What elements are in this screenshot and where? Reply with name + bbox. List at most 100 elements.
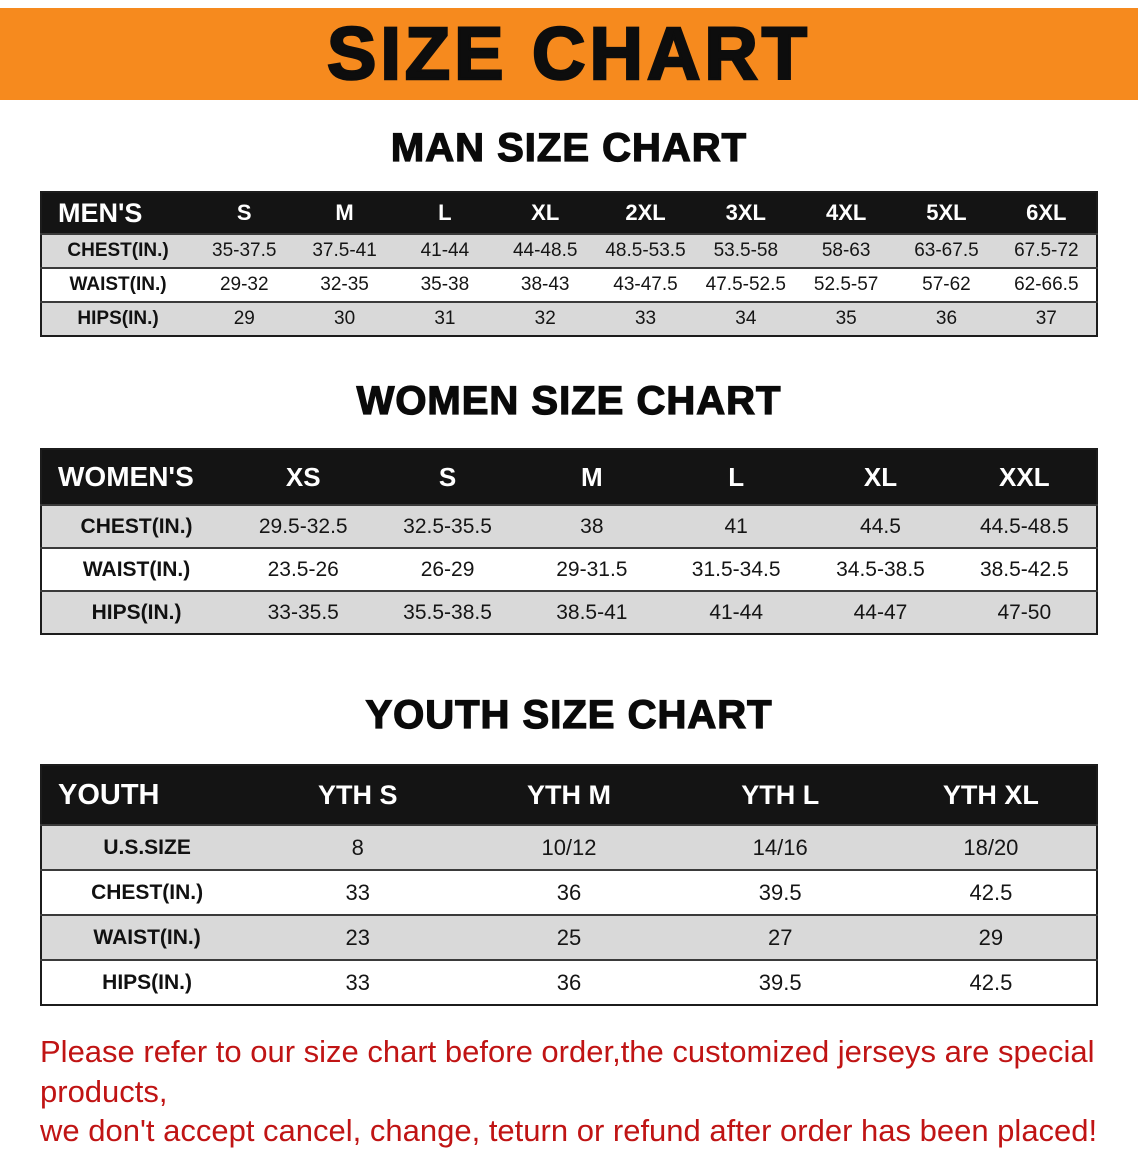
size-cell: 23.5-26 bbox=[231, 548, 376, 591]
size-cell: 10/12 bbox=[463, 825, 675, 870]
column-header: L bbox=[664, 449, 809, 505]
size-cell: 44.5 bbox=[808, 505, 953, 548]
column-header: 3XL bbox=[695, 192, 796, 234]
size-cell: 44.5-48.5 bbox=[952, 505, 1097, 548]
column-header: L bbox=[394, 192, 496, 234]
size-table: WOMEN'S XS S M L XL XXL CHEST(IN.) 29.5-32.5 32.5… bbox=[40, 448, 1098, 635]
size-cell: 33 bbox=[252, 870, 464, 915]
column-header: XXL bbox=[952, 449, 1097, 505]
size-cell: 27 bbox=[674, 915, 886, 960]
size-cell: 41 bbox=[664, 505, 809, 548]
size-cell: 18/20 bbox=[885, 825, 1097, 870]
row-label: WAIST(IN.) bbox=[41, 548, 232, 591]
column-header: M bbox=[519, 449, 665, 505]
size-cell: 38.5-42.5 bbox=[952, 548, 1097, 591]
size-cell: 53.5-58 bbox=[695, 234, 796, 268]
size-cell: 33 bbox=[252, 960, 464, 1005]
size-cell: 38-43 bbox=[495, 268, 596, 302]
size-cell: 35 bbox=[795, 302, 897, 336]
row-label: CHEST(IN.) bbox=[41, 870, 253, 915]
column-header: XS bbox=[231, 449, 376, 505]
size-cell: 47.5-52.5 bbox=[695, 268, 796, 302]
size-cell: 35-38 bbox=[394, 268, 496, 302]
column-header: M bbox=[294, 192, 395, 234]
size-cell: 32-35 bbox=[294, 268, 395, 302]
size-cell: 47-50 bbox=[952, 591, 1097, 634]
size-cell: 32.5-35.5 bbox=[375, 505, 520, 548]
table-row: HIPS(IN.) 33 36 39.5 42.5 bbox=[41, 960, 1097, 1005]
disclaimer-line-2: we don't accept cancel, change, teturn o… bbox=[40, 1113, 1098, 1149]
size-cell: 57-62 bbox=[896, 268, 997, 302]
size-cell: 29-32 bbox=[194, 268, 295, 302]
table-row: WAIST(IN.) 29-32 32-35 35-38 38-43 43-47.5 47.… bbox=[41, 268, 1097, 302]
size-cell: 39.5 bbox=[674, 960, 886, 1005]
column-header: XL bbox=[495, 192, 596, 234]
size-cell: 67.5-72 bbox=[996, 234, 1097, 268]
size-table: YOUTH YTH S YTH M YTH L YTH XL U.S.SIZE 8 10/12… bbox=[40, 764, 1098, 1006]
size-cell: 25 bbox=[463, 915, 675, 960]
table-row: CHEST(IN.) 35-37.5 37.5-41 41-44 44-48.5 48.5… bbox=[41, 234, 1097, 268]
size-cell: 39.5 bbox=[674, 870, 886, 915]
table-corner-label: YOUTH bbox=[41, 765, 253, 825]
size-cell: 36 bbox=[896, 302, 997, 336]
size-cell: 42.5 bbox=[885, 870, 1097, 915]
table-row: HIPS(IN.) 29 30 31 32 33 34 35 36 37 bbox=[41, 302, 1097, 336]
size-cell: 33 bbox=[595, 302, 696, 336]
disclaimer-line-1: Please refer to our size chart before or… bbox=[40, 1034, 1095, 1109]
size-cell: 29-31.5 bbox=[519, 548, 665, 591]
size-cell: 33-35.5 bbox=[231, 591, 376, 634]
row-label: WAIST(IN.) bbox=[41, 268, 195, 302]
column-header: 4XL bbox=[795, 192, 897, 234]
size-cell: 23 bbox=[252, 915, 464, 960]
women-size-table-container: WOMEN'S XS S M L XL XXL CHEST(IN.) 29.5-32.5 32.5… bbox=[40, 448, 1098, 635]
table-row: HIPS(IN.) 33-35.5 35.5-38.5 38.5-41 41-44 44-… bbox=[41, 591, 1097, 634]
size-cell: 44-48.5 bbox=[495, 234, 596, 268]
size-cell: 29.5-32.5 bbox=[231, 505, 376, 548]
women-section-heading: WOMEN SIZE CHART bbox=[356, 378, 782, 423]
table-corner-label: MEN'S bbox=[41, 192, 195, 234]
row-label: HIPS(IN.) bbox=[41, 591, 232, 634]
header-row: MEN'S S M L XL 2XL 3XL 4XL 5XL 6XL bbox=[41, 192, 1097, 234]
column-header: S bbox=[375, 449, 520, 505]
row-label: WAIST(IN.) bbox=[41, 915, 253, 960]
size-chart-banner: SIZE CHART bbox=[0, 8, 1138, 100]
column-header: YTH L bbox=[674, 765, 886, 825]
size-cell: 44-47 bbox=[808, 591, 953, 634]
row-label: CHEST(IN.) bbox=[41, 505, 232, 548]
size-cell: 48.5-53.5 bbox=[595, 234, 696, 268]
column-header: S bbox=[194, 192, 295, 234]
size-cell: 34 bbox=[695, 302, 796, 336]
size-cell: 43-47.5 bbox=[595, 268, 696, 302]
size-cell: 35-37.5 bbox=[194, 234, 295, 268]
table-row: U.S.SIZE 8 10/12 14/16 18/20 bbox=[41, 825, 1097, 870]
size-cell: 8 bbox=[252, 825, 464, 870]
size-cell: 37.5-41 bbox=[294, 234, 395, 268]
column-header: 2XL bbox=[595, 192, 696, 234]
men-size-table-container: MEN'S S M L XL 2XL 3XL 4XL 5XL 6XL CHEST(IN.) 35-37… bbox=[40, 191, 1098, 337]
youth-size-table-container: YOUTH YTH S YTH M YTH L YTH XL U.S.SIZE 8 10/12… bbox=[40, 764, 1098, 1006]
size-cell: 31.5-34.5 bbox=[664, 548, 809, 591]
size-cell: 58-63 bbox=[795, 234, 897, 268]
column-header: XL bbox=[808, 449, 953, 505]
column-header: YTH XL bbox=[885, 765, 1097, 825]
size-cell: 26-29 bbox=[375, 548, 520, 591]
size-cell: 32 bbox=[495, 302, 596, 336]
size-cell: 38 bbox=[519, 505, 665, 548]
size-cell: 42.5 bbox=[885, 960, 1097, 1005]
table-row: WAIST(IN.) 23 25 27 29 bbox=[41, 915, 1097, 960]
size-cell: 36 bbox=[463, 870, 675, 915]
column-header: 6XL bbox=[996, 192, 1097, 234]
size-cell: 37 bbox=[996, 302, 1097, 336]
size-cell: 41-44 bbox=[394, 234, 496, 268]
size-cell: 34.5-38.5 bbox=[808, 548, 953, 591]
size-table: MEN'S S M L XL 2XL 3XL 4XL 5XL 6XL CHEST(IN.) 35-37… bbox=[40, 191, 1098, 337]
size-chart-page: SIZE CHART MAN SIZE CHART MEN'S S M L XL 2XL 3… bbox=[0, 8, 1138, 1151]
table-corner-label: WOMEN'S bbox=[41, 449, 232, 505]
row-label: CHEST(IN.) bbox=[41, 234, 195, 268]
table-row: CHEST(IN.) 29.5-32.5 32.5-35.5 38 41 44.5 44.5… bbox=[41, 505, 1097, 548]
row-label: HIPS(IN.) bbox=[41, 960, 253, 1005]
size-cell: 36 bbox=[463, 960, 675, 1005]
disclaimer-text: Please refer to our size chart before or… bbox=[40, 1032, 1108, 1151]
header-row: YOUTH YTH S YTH M YTH L YTH XL bbox=[41, 765, 1097, 825]
page-title: SIZE CHART bbox=[326, 12, 811, 95]
